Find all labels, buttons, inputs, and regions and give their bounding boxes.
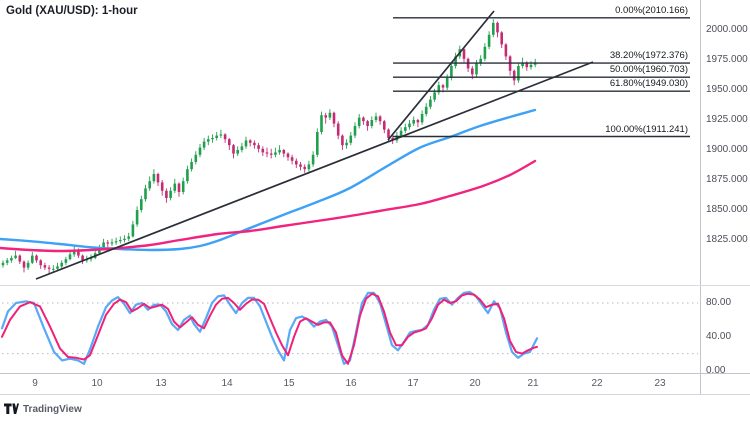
price-axis-label: 1825.000	[706, 234, 748, 245]
pane-separator	[0, 285, 750, 286]
time-axis-label: 17	[407, 378, 419, 389]
stochastic-axis-label: 0.00	[706, 364, 726, 376]
fib-level-label: 100.00%(1911.241)	[605, 123, 688, 135]
time-axis-label: 9	[32, 378, 38, 389]
stochastic-axis-label: 40.00	[706, 330, 732, 342]
time-axis-label: 20	[469, 378, 481, 389]
price-axis-label: 2000.000	[706, 24, 748, 35]
fib-level-label: 61.80%(1949.030)	[609, 78, 688, 90]
time-axis-label: 15	[283, 378, 295, 389]
chart-frame-bottom-border	[0, 394, 750, 395]
time-axis-label: 13	[155, 378, 167, 389]
time-axis-label: 16	[345, 378, 357, 389]
price-axis-border	[700, 0, 701, 394]
stochastic-axis-label: 80.00	[706, 297, 732, 308]
time-axis-label: 10	[91, 378, 103, 389]
tradingview-logo-icon	[4, 403, 19, 414]
price-axis-label: 1975.000	[706, 54, 748, 65]
time-axis-label: 14	[221, 378, 233, 389]
price-axis-label: 1875.000	[706, 174, 748, 185]
time-axis-border	[0, 373, 750, 374]
chart-canvas[interactable]	[0, 0, 700, 394]
chart-title: Gold (XAU/USD): 1-hour	[6, 5, 138, 17]
price-axis-label: 1900.000	[706, 144, 748, 155]
fib-level-label: 0.00%(2010.166)	[615, 4, 688, 16]
fib-level-label: 50.00%(1960.703)	[609, 64, 688, 76]
tradingview-attribution[interactable]: TradingView	[4, 403, 82, 415]
price-axis-label: 1950.000	[706, 84, 748, 95]
fib-level-label: 38.20%(1972.376)	[609, 50, 688, 62]
time-axis-label: 23	[654, 378, 666, 389]
price-axis-label: 1925.000	[706, 114, 748, 125]
tradingview-logo-text: TradingView	[23, 403, 82, 415]
time-axis-label: 21	[527, 378, 539, 389]
time-axis-label: 22	[591, 378, 603, 389]
price-axis-label: 1850.000	[706, 204, 748, 215]
